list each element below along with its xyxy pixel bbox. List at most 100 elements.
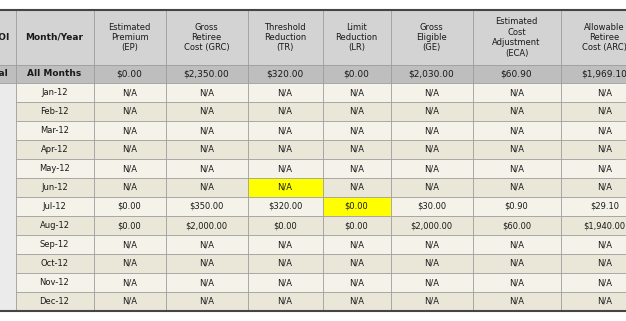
Bar xyxy=(560,178,626,197)
Bar xyxy=(560,102,626,121)
Text: $2,000.00: $2,000.00 xyxy=(411,221,453,230)
Bar xyxy=(16,292,93,311)
Text: N/A: N/A xyxy=(277,183,292,192)
Bar xyxy=(16,178,93,197)
Text: N/A: N/A xyxy=(597,126,612,135)
Bar xyxy=(391,178,473,197)
Bar xyxy=(473,197,560,216)
Text: N/A: N/A xyxy=(349,107,364,116)
Bar xyxy=(322,178,391,197)
Bar xyxy=(165,83,247,102)
Bar xyxy=(165,216,247,235)
Bar xyxy=(560,292,626,311)
Text: N/A: N/A xyxy=(424,126,439,135)
Bar xyxy=(93,83,165,102)
Text: N/A: N/A xyxy=(122,88,137,97)
Text: N/A: N/A xyxy=(277,297,292,306)
Bar xyxy=(560,83,626,102)
Bar xyxy=(473,159,560,178)
Bar xyxy=(247,292,322,311)
Text: All Months: All Months xyxy=(28,70,81,79)
Bar xyxy=(16,140,93,159)
Bar xyxy=(322,216,391,235)
Text: N/A: N/A xyxy=(597,107,612,116)
Text: Sep-12: Sep-12 xyxy=(40,240,69,249)
Bar xyxy=(322,197,391,216)
Bar xyxy=(93,102,165,121)
Bar xyxy=(560,10,626,65)
Bar xyxy=(247,254,322,273)
Bar xyxy=(93,159,165,178)
Text: N/A: N/A xyxy=(349,164,364,173)
Text: $0.00: $0.00 xyxy=(273,221,297,230)
Bar xyxy=(93,197,165,216)
Text: N/A: N/A xyxy=(509,107,524,116)
Text: N/A: N/A xyxy=(597,278,612,287)
Text: Feb-12: Feb-12 xyxy=(40,107,69,116)
Text: N/A: N/A xyxy=(349,240,364,249)
Text: N/A: N/A xyxy=(122,107,137,116)
Bar xyxy=(165,235,247,254)
Text: Estimated
Cost
Adjustment
(ECA): Estimated Cost Adjustment (ECA) xyxy=(492,17,541,57)
Bar xyxy=(16,65,93,83)
Text: N/A: N/A xyxy=(597,240,612,249)
Text: N/A: N/A xyxy=(199,107,214,116)
Text: N/A: N/A xyxy=(199,145,214,154)
Text: Allowable
Retiree
Cost (ARC): Allowable Retiree Cost (ARC) xyxy=(582,22,626,52)
Bar xyxy=(473,235,560,254)
Text: N/A: N/A xyxy=(597,145,612,154)
Text: N/A: N/A xyxy=(424,164,439,173)
Bar xyxy=(473,65,560,83)
Text: N/A: N/A xyxy=(424,88,439,97)
Bar xyxy=(391,292,473,311)
Text: Jun-12: Jun-12 xyxy=(41,183,68,192)
Text: $60.00: $60.00 xyxy=(502,221,531,230)
Text: N/A: N/A xyxy=(424,240,439,249)
Bar xyxy=(391,121,473,140)
Bar xyxy=(391,273,473,292)
Bar xyxy=(560,159,626,178)
Bar xyxy=(165,121,247,140)
Bar xyxy=(560,65,626,83)
Bar xyxy=(16,10,93,65)
Text: N/A: N/A xyxy=(509,145,524,154)
Text: $0.00: $0.00 xyxy=(116,70,143,79)
Bar xyxy=(247,121,322,140)
Text: N/A: N/A xyxy=(122,126,137,135)
Text: Mar-12: Mar-12 xyxy=(40,126,69,135)
Text: N/A: N/A xyxy=(424,297,439,306)
Text: $350.00: $350.00 xyxy=(189,202,223,211)
Text: Threshold
Reduction
(TR): Threshold Reduction (TR) xyxy=(264,22,306,52)
Text: N/A: N/A xyxy=(122,278,137,287)
Bar xyxy=(93,10,165,65)
Text: N/A: N/A xyxy=(597,183,612,192)
Text: N/A: N/A xyxy=(122,240,137,249)
Bar xyxy=(473,83,560,102)
Text: N/A: N/A xyxy=(509,278,524,287)
Bar xyxy=(560,235,626,254)
Text: N/A: N/A xyxy=(597,297,612,306)
Text: N/A: N/A xyxy=(424,259,439,268)
Text: N/A: N/A xyxy=(122,164,137,173)
Bar xyxy=(391,197,473,216)
Bar xyxy=(165,102,247,121)
Bar xyxy=(560,121,626,140)
Text: N/A: N/A xyxy=(349,259,364,268)
Text: N/A: N/A xyxy=(277,278,292,287)
Bar xyxy=(16,254,93,273)
Text: N/A: N/A xyxy=(277,107,292,116)
Text: Estimated
Premium
(EP): Estimated Premium (EP) xyxy=(108,22,151,52)
Text: N/A: N/A xyxy=(199,240,214,249)
Text: Nov-12: Nov-12 xyxy=(39,278,69,287)
Text: N/A: N/A xyxy=(277,164,292,173)
Text: N/A: N/A xyxy=(199,278,214,287)
Text: $0.00: $0.00 xyxy=(344,70,369,79)
Bar xyxy=(93,65,165,83)
Text: $29.10: $29.10 xyxy=(590,202,619,211)
Bar xyxy=(322,121,391,140)
Text: N/A: N/A xyxy=(199,259,214,268)
Text: N/A: N/A xyxy=(199,88,214,97)
Bar xyxy=(0,10,16,65)
Bar xyxy=(322,235,391,254)
Bar xyxy=(322,140,391,159)
